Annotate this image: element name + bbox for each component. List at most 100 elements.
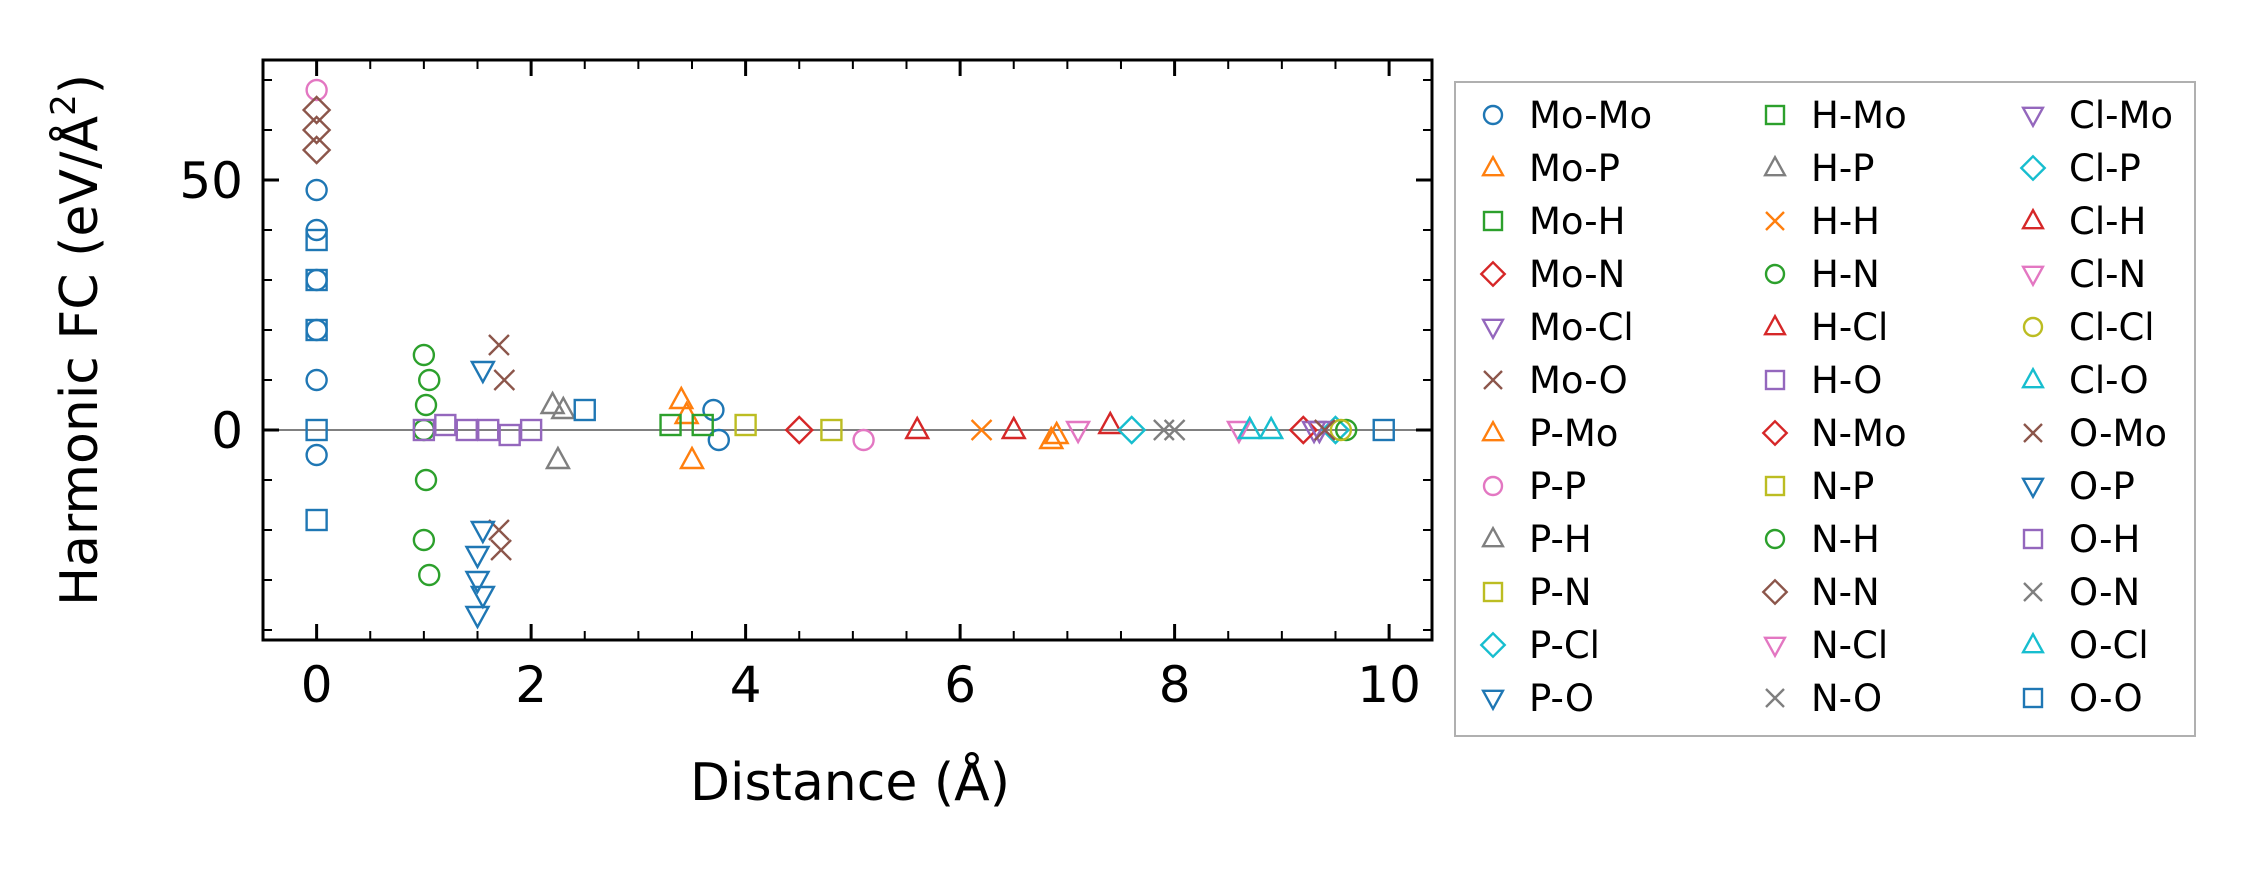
legend-label: N-N [1811, 571, 1880, 614]
legend-entry: Cl-H [2021, 200, 2146, 243]
x-tick-label: 0 [301, 656, 333, 714]
legend-entry: Mo-N [1479, 253, 1625, 296]
legend-entry: Cl-O [2021, 359, 2149, 402]
data-point [305, 418, 328, 442]
legend-label: P-P [1529, 465, 1586, 508]
data-point [1236, 415, 1263, 440]
legend-entry: H-O [1764, 359, 1882, 402]
legend: Mo-Mo Mo-P Mo-H Mo-N Mo-Cl Mo-O P-Mo P-P P-H P-N P… [1454, 81, 2196, 737]
legend-entry: O-O [2022, 677, 2143, 720]
legend-label: H-O [1811, 359, 1882, 402]
legend-label: H-Mo [1811, 94, 1907, 137]
data-point [544, 445, 571, 470]
x-tick-label: 2 [515, 656, 547, 714]
legend-entry: H-N [1764, 253, 1880, 296]
series-cl-n [1065, 420, 1092, 445]
legend-marker [2021, 265, 2045, 288]
legend-marker [1481, 154, 1505, 177]
legend-marker [1764, 263, 1786, 285]
data-point [477, 418, 500, 442]
series-h-cl [904, 410, 1124, 440]
data-point [1065, 420, 1092, 445]
legend-label: O-P [2069, 465, 2135, 508]
legend-marker [2022, 316, 2044, 338]
legend-entry: N-O [1765, 677, 1882, 720]
data-point [301, 95, 332, 125]
legend-marker [1764, 528, 1786, 550]
legend-marker [1764, 104, 1786, 126]
legend-entry: P-Mo [1481, 412, 1618, 455]
data-point [539, 390, 566, 415]
data-point [455, 418, 478, 442]
data-point [488, 334, 510, 356]
data-point [707, 428, 731, 452]
x-tick-label: 6 [944, 656, 976, 714]
legend-marker [1479, 260, 1507, 288]
legend-entry: N-N [1761, 571, 1880, 614]
legend-label: H-P [1811, 147, 1875, 190]
legend-label: P-Cl [1529, 624, 1600, 667]
series-mo-n [784, 415, 814, 445]
data-point [1225, 420, 1252, 445]
legend-entry: N-Mo [1761, 412, 1907, 455]
data-point [678, 445, 706, 470]
data-point [464, 545, 491, 570]
data-point [305, 368, 328, 392]
legend-marker [1479, 631, 1507, 659]
data-point [1043, 420, 1070, 445]
legend-label: Mo-P [1529, 147, 1620, 190]
legend-entry: P-H [1481, 518, 1592, 561]
legend-entry: P-O [1481, 677, 1594, 720]
series-o-h [455, 418, 521, 447]
legend-entry: P-Cl [1479, 624, 1600, 667]
legend-entry: O-H [2022, 518, 2140, 561]
legend-entry: H-P [1763, 147, 1875, 190]
data-point [1258, 415, 1285, 440]
legend-marker [1481, 419, 1505, 442]
data-point [493, 369, 516, 391]
legend-marker [2019, 154, 2047, 182]
legend-label: N-P [1811, 465, 1874, 508]
data-point [691, 413, 714, 437]
legend-label: Cl-Mo [2069, 94, 2173, 137]
y-tick-label: 0 [211, 402, 243, 460]
data-point [305, 508, 328, 532]
legend-marker [1482, 581, 1504, 603]
legend-entry: Mo-Mo [1482, 94, 1652, 137]
plot-area [263, 78, 1432, 630]
legend-label: H-N [1811, 253, 1880, 296]
legend-marker [1482, 210, 1504, 232]
legend-entry: H-Mo [1764, 94, 1907, 137]
y-axis-label-main: Harmonic FC (eV/Å [48, 115, 110, 606]
data-point [519, 418, 543, 442]
data-point [469, 520, 496, 545]
data-point [301, 135, 332, 165]
legend-entry: Cl-P [2019, 147, 2141, 190]
data-point [550, 395, 577, 420]
legend-entry: Cl-Cl [2022, 306, 2155, 349]
legend-marker [2021, 106, 2045, 129]
legend-entry: H-Cl [1763, 306, 1888, 349]
data-point [469, 585, 496, 610]
data-point [784, 415, 814, 445]
data-point [970, 419, 993, 441]
x-tick-label: 8 [1159, 656, 1191, 714]
legend-label: P-N [1529, 571, 1592, 614]
legend-entry: Mo-O [1483, 359, 1628, 402]
legend-marker [1482, 104, 1504, 126]
series-mo-o [488, 334, 516, 561]
data-point [498, 423, 521, 447]
data-point [1038, 425, 1065, 450]
legend-entry: Mo-H [1482, 200, 1625, 243]
legend-label: Cl-O [2069, 359, 2149, 402]
data-point [1163, 419, 1186, 441]
data-point [469, 360, 496, 385]
axes-frame [261, 58, 1434, 642]
legend-entry: H-H [1765, 200, 1880, 243]
legend-label: P-Mo [1529, 412, 1618, 455]
data-point [1335, 418, 1358, 442]
y-axis-label: Harmonic FC (eV/Å2) [44, 74, 110, 606]
legend-marker [1761, 578, 1789, 606]
series-n-cl [1225, 420, 1252, 445]
data-point [305, 318, 328, 342]
